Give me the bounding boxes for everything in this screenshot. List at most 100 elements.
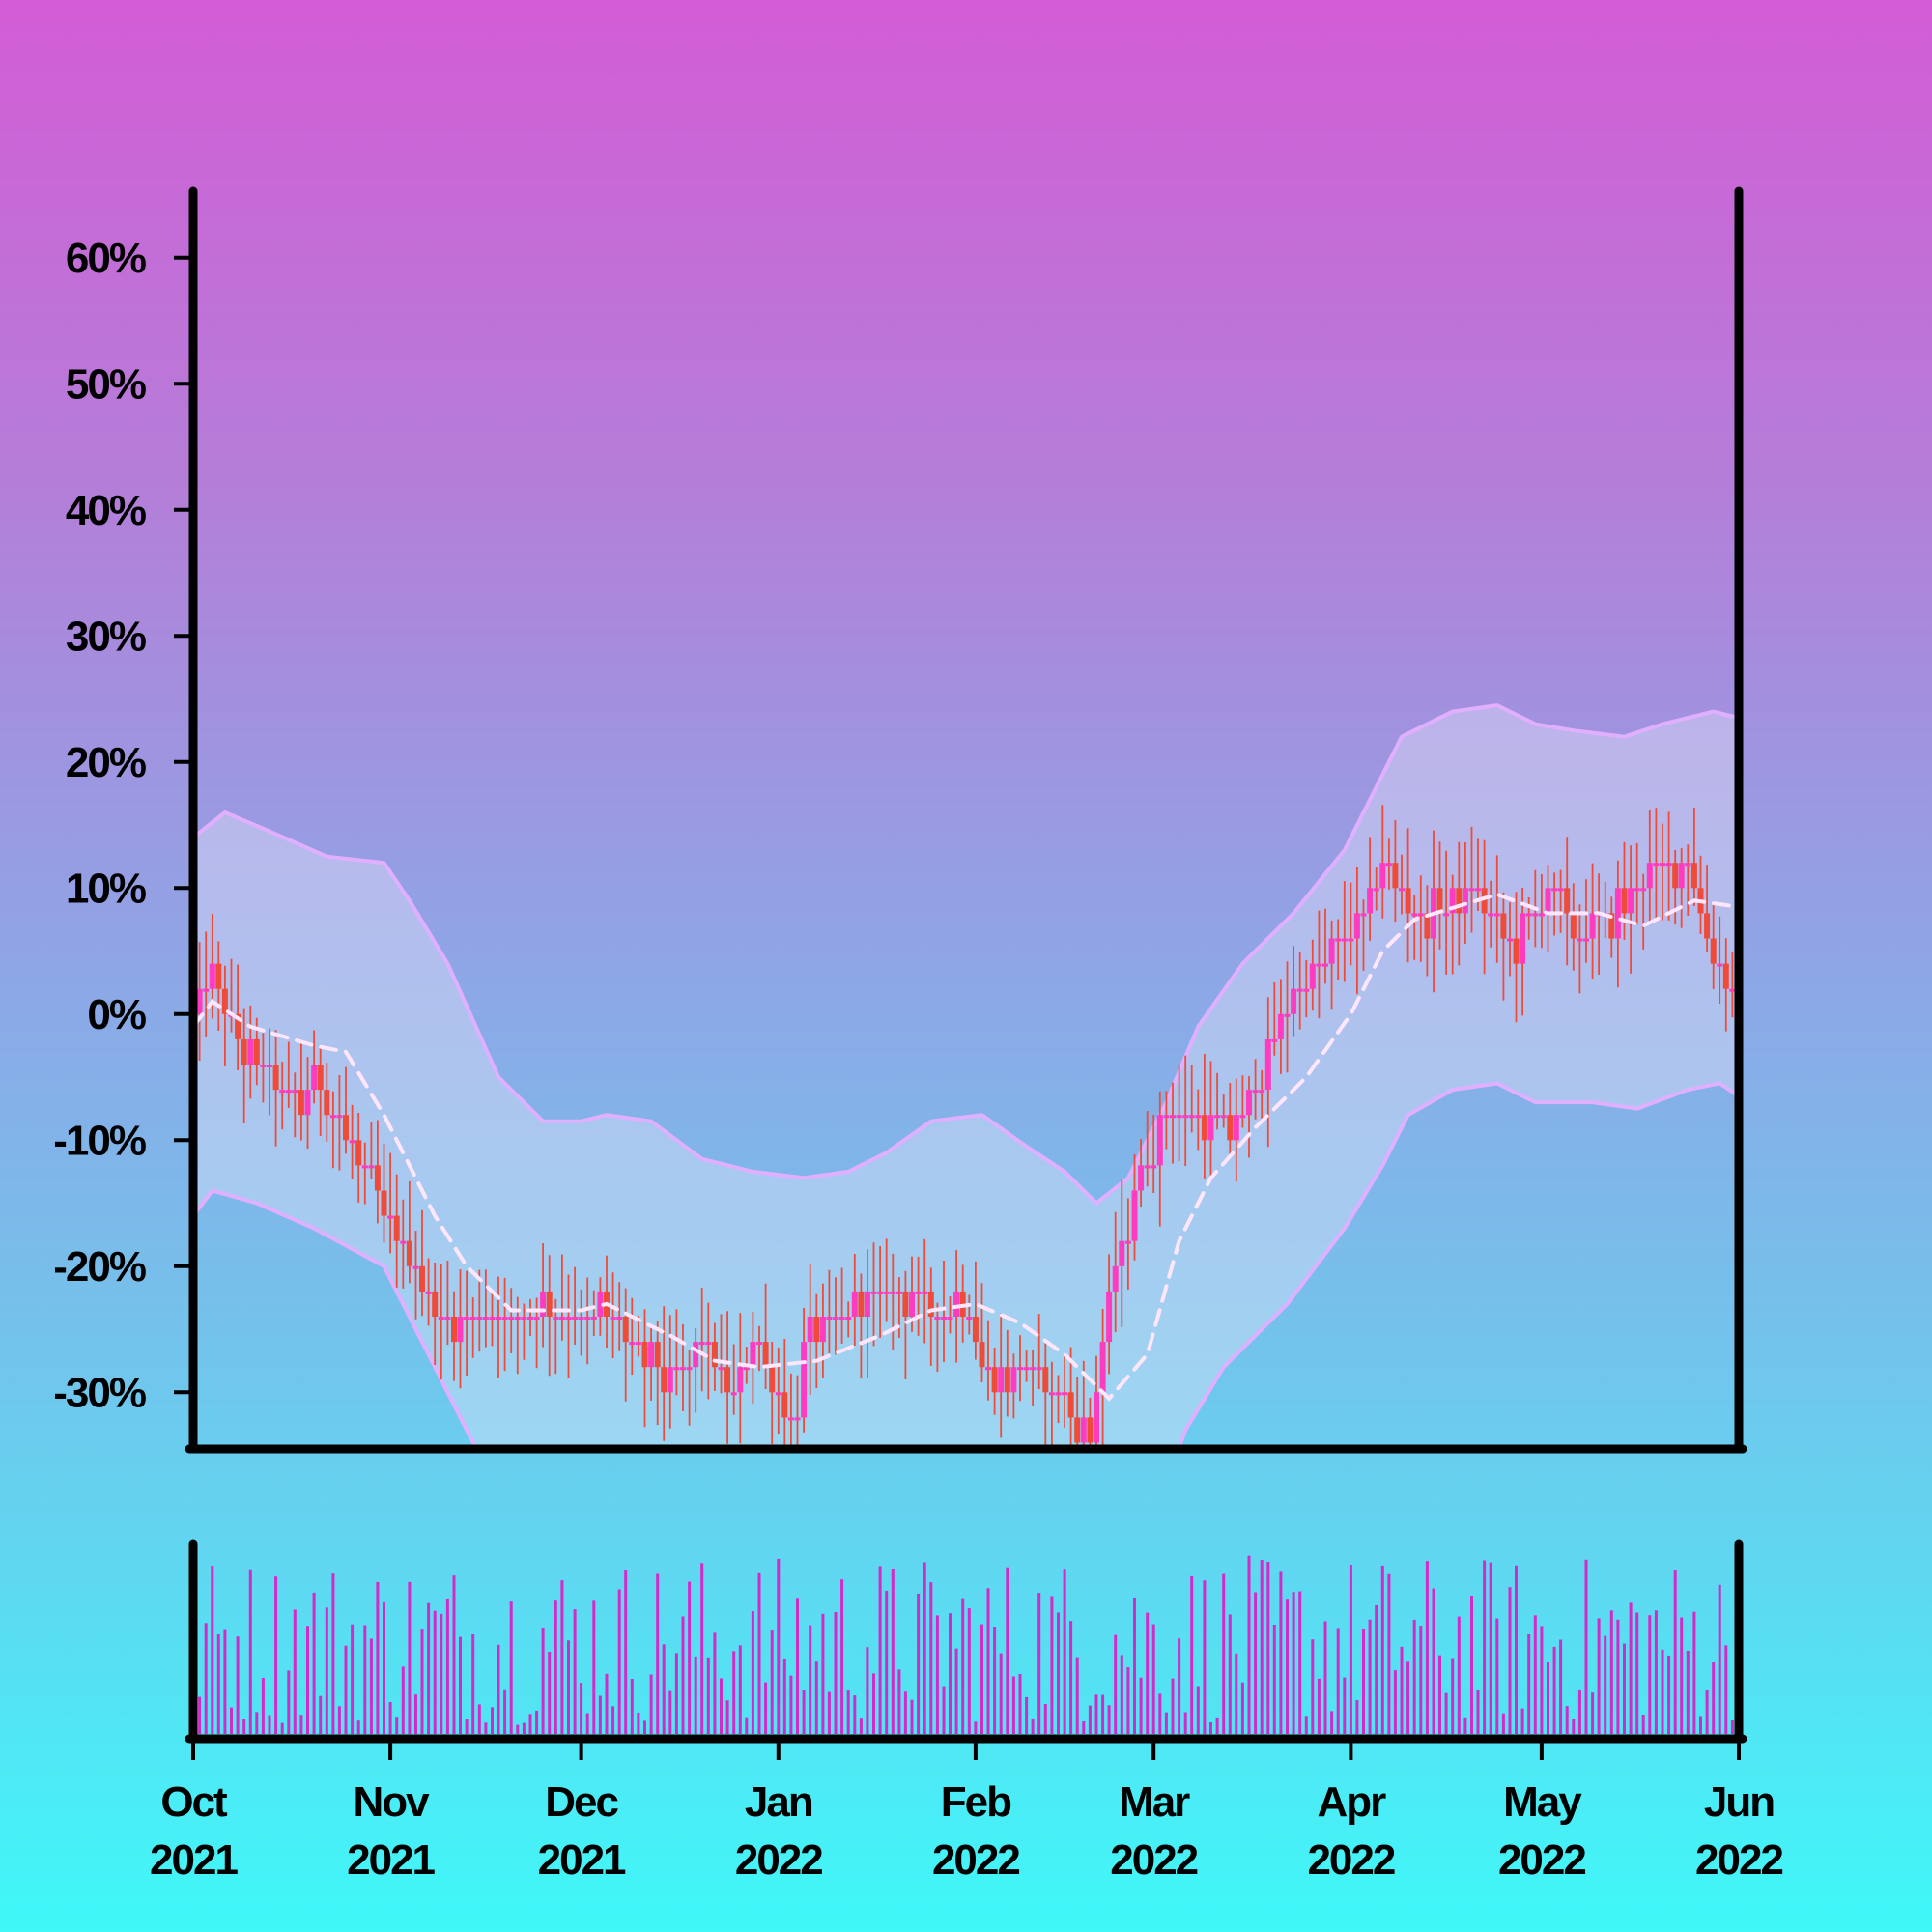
volume-bar [986, 1588, 990, 1734]
volume-bar [1641, 1715, 1645, 1734]
volume-bar [732, 1651, 736, 1734]
volume-bar [319, 1695, 323, 1734]
y-tick-label: 20% [66, 739, 146, 786]
candle-body [890, 1291, 896, 1294]
candle-body [496, 1317, 501, 1320]
x-tick-label-year: 2021 [538, 1836, 626, 1884]
volume-bar [713, 1632, 717, 1734]
candle-body [438, 1317, 444, 1320]
candle-body [400, 1240, 407, 1244]
y-tick-label: 10% [66, 865, 146, 912]
volume-bar [1520, 1708, 1524, 1734]
candle-body [508, 1317, 515, 1320]
candle-body [1538, 913, 1545, 917]
volume-bar [1552, 1646, 1556, 1734]
volume-bar [337, 1706, 341, 1734]
candle-body [1500, 913, 1507, 939]
candle-body [711, 1342, 718, 1368]
volume-bar [1680, 1617, 1684, 1734]
volume-bar [1425, 1561, 1429, 1734]
volume-bar [1451, 1658, 1455, 1734]
candle-body [1074, 1417, 1081, 1443]
candle-body [1182, 1115, 1189, 1119]
volume-bar [891, 1569, 895, 1734]
volume-bar [974, 1721, 978, 1734]
volume-bar [643, 1720, 646, 1734]
volume-bar [770, 1630, 774, 1734]
candle-body [909, 1291, 915, 1317]
candle-body [292, 1090, 298, 1094]
candle-body [1188, 1115, 1195, 1119]
candle-body [635, 1342, 641, 1346]
candle-body [1030, 1367, 1037, 1371]
volume-bar [853, 1695, 857, 1734]
candle-body [1264, 1038, 1271, 1091]
candle-body [221, 988, 228, 1014]
x-tick-label-month: Jan [745, 1778, 812, 1826]
volume-bar [541, 1628, 545, 1734]
candle-body [553, 1317, 559, 1320]
candle-body [1646, 863, 1653, 889]
volume-bar [1336, 1628, 1340, 1734]
volume-bar [1094, 1694, 1098, 1734]
volume-bar [789, 1675, 793, 1734]
x-tick-label-year: 2021 [347, 1836, 435, 1884]
volume-bar [1114, 1634, 1118, 1734]
volume-bar [1515, 1565, 1518, 1734]
candle-body [1156, 1115, 1163, 1166]
volume-bar [1025, 1696, 1029, 1734]
volume-bar [630, 1679, 634, 1734]
candle-body [241, 1038, 247, 1065]
candle-body [374, 1165, 381, 1191]
volume-bar [1540, 1626, 1544, 1734]
volume-bar [223, 1629, 227, 1734]
candle-body [1328, 938, 1335, 964]
volume-bar [1368, 1619, 1372, 1734]
candle-body [540, 1291, 547, 1317]
candle-body [680, 1367, 686, 1371]
candle-body [1608, 913, 1615, 939]
x-tick-label-month: Mar [1119, 1778, 1190, 1826]
candle-body [616, 1317, 623, 1320]
candle-body [1239, 1115, 1246, 1119]
candle-body [922, 1291, 928, 1294]
volume-bar [445, 1598, 449, 1734]
volume-bar [1577, 1689, 1581, 1734]
candle-body [705, 1342, 712, 1346]
volume-bar [1699, 1716, 1702, 1734]
candle-body [1399, 888, 1405, 892]
x-tick-label-month: Feb [941, 1778, 1011, 1826]
candle-body [1036, 1367, 1042, 1371]
volume-bar [1712, 1662, 1716, 1734]
candle-body [1520, 913, 1526, 964]
bollinger-lower-line [193, 1081, 1739, 1449]
candle-body [1634, 888, 1640, 892]
volume-bar [1432, 1588, 1435, 1734]
volume-bar [942, 1686, 946, 1734]
volume-bar [1406, 1661, 1410, 1734]
volume-bar [1133, 1597, 1136, 1734]
volume-bar [897, 1669, 901, 1734]
volume-bar [306, 1626, 309, 1734]
candle-body [565, 1317, 572, 1320]
volume-bar [1667, 1655, 1671, 1734]
volume-bar [1705, 1690, 1709, 1734]
candle-body [1417, 913, 1424, 917]
volume-bar [1120, 1655, 1123, 1734]
candle-body [298, 1090, 304, 1116]
volume-bar [910, 1699, 914, 1734]
candle-body [1570, 913, 1577, 939]
candle-body [1577, 938, 1583, 942]
volume-bar [1196, 1686, 1200, 1734]
volume-bar [617, 1589, 621, 1734]
candle-body [1099, 1342, 1106, 1393]
candle-body [1284, 1013, 1291, 1017]
candle-body [622, 1317, 629, 1343]
candle-body [1685, 863, 1691, 867]
volume-bar [814, 1661, 818, 1734]
candle-body [985, 1367, 991, 1371]
volume-bar [872, 1673, 875, 1734]
x-tick-label-year: 2022 [1110, 1836, 1197, 1884]
candle-body [469, 1317, 476, 1320]
candle-body [1062, 1392, 1068, 1396]
